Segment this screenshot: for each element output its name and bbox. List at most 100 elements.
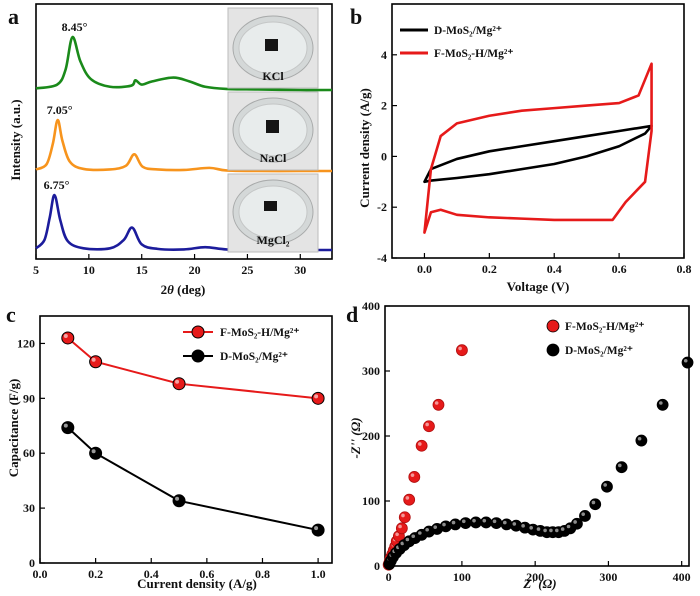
b-y-tick-label: 4 bbox=[381, 48, 387, 62]
a-ylabel: Intensity (a.u.) bbox=[8, 99, 23, 180]
a-xlabel: 2θ (deg) bbox=[161, 282, 206, 297]
d-point-0-11 bbox=[403, 493, 416, 506]
b-legend-label-1: F-MoS₂-H/Mg²⁺ bbox=[434, 48, 513, 60]
c-y-tick-label: 120 bbox=[17, 336, 35, 350]
c-legend-swatch-marker-0 bbox=[191, 325, 205, 339]
panel-label-b: b bbox=[350, 4, 362, 29]
d-ylabel: -Z'' (Ω) bbox=[348, 417, 363, 458]
d-point-1-29 bbox=[589, 498, 602, 511]
panel-label-d: d bbox=[346, 302, 358, 327]
b-x-tick-label: 0.2 bbox=[482, 262, 497, 276]
d-x-tick-label: 400 bbox=[673, 570, 691, 584]
b-x-tick-label: 0.4 bbox=[547, 262, 562, 276]
c-y-tick-label: 90 bbox=[23, 391, 35, 405]
d-point-0-14 bbox=[423, 420, 435, 433]
d-x-tick-label: 300 bbox=[599, 570, 617, 584]
d-point-0-12 bbox=[408, 471, 421, 483]
d-point-1-28 bbox=[579, 510, 591, 522]
d-point-0-16 bbox=[456, 344, 468, 357]
d-y-tick-label: 0 bbox=[374, 559, 380, 573]
panel-label-a: a bbox=[8, 4, 19, 29]
b-y-tick-label: 2 bbox=[381, 99, 387, 113]
d-y-tick-label: 400 bbox=[362, 299, 380, 313]
d-point-0-10 bbox=[398, 511, 411, 524]
plots: 5 10 15 20 25 308.45°7.05°6.75°0.0 0.2 0.4 0.6 0.… bbox=[17, 3, 694, 584]
b-xlabel: Voltage (V) bbox=[507, 279, 570, 294]
c-point-0-2 bbox=[172, 377, 186, 391]
photo-nacl: NaCl bbox=[227, 91, 319, 171]
d-y-tick-label: 300 bbox=[362, 364, 380, 378]
panel-label-c: c bbox=[6, 302, 16, 327]
a-peak-label-0: 8.45° bbox=[62, 20, 88, 34]
photo-kcl: KCl bbox=[227, 7, 319, 89]
c-legend-label-0: F-MoS₂-H/Mg²⁺ bbox=[220, 327, 299, 339]
b-y-tick-label: 0 bbox=[381, 149, 387, 163]
d-legend-label-1: D-MoS₂/Mg²⁺ bbox=[565, 345, 633, 357]
b-series-line-1 bbox=[423, 62, 653, 234]
a-series-line-0 bbox=[35, 35, 333, 92]
d-point-1-34 bbox=[681, 356, 694, 369]
c-point-1-2 bbox=[172, 494, 186, 508]
c-point-0-1 bbox=[89, 355, 103, 369]
d-point-1-33 bbox=[656, 398, 669, 411]
d-legend-label-0: F-MoS₂-H/Mg²⁺ bbox=[565, 321, 644, 333]
c-y-tick-label: 0 bbox=[29, 556, 35, 570]
d-point-0-9 bbox=[395, 522, 408, 535]
b-x-tick-label: 0.8 bbox=[677, 262, 692, 276]
c-x-tick-label: 1.0 bbox=[311, 567, 326, 581]
d-point-1-32 bbox=[635, 434, 648, 447]
d-xlabel: Z' (Ω) bbox=[522, 576, 556, 591]
b-plot-frame bbox=[391, 3, 685, 259]
a-x-tick-label: 15 bbox=[136, 263, 148, 277]
a-peak-label-2: 6.75° bbox=[44, 178, 70, 192]
photo-label-kcl: KCl bbox=[262, 69, 284, 83]
d-point-1-13 bbox=[459, 517, 472, 529]
c-point-1-3 bbox=[311, 523, 325, 537]
d-x-tick-label: 0 bbox=[386, 570, 392, 584]
a-plot-frame bbox=[35, 3, 333, 260]
c-ylabel: Capacitance (F/g) bbox=[6, 379, 21, 478]
c-legend-label-1: D-MoS₂/Mg²⁺ bbox=[220, 351, 288, 363]
d-point-0-13 bbox=[415, 439, 428, 452]
c-plot-frame bbox=[39, 315, 333, 564]
photo-mgcl2: MgCl₂ bbox=[227, 173, 319, 253]
b-y-tick-label: -4 bbox=[377, 251, 387, 265]
b-series-line-0 bbox=[423, 124, 653, 184]
c-series-line-0 bbox=[67, 337, 319, 400]
b-y-tick-label: -2 bbox=[377, 200, 387, 214]
c-point-0-0 bbox=[61, 331, 75, 345]
c-x-tick-label: 0.2 bbox=[88, 567, 103, 581]
c-y-tick-label: 60 bbox=[23, 446, 35, 460]
a-series-line-1 bbox=[35, 118, 332, 173]
d-point-0-15 bbox=[432, 398, 445, 411]
c-x-tick-label: 0.0 bbox=[33, 567, 48, 581]
c-point-1-1 bbox=[89, 446, 103, 460]
a-x-tick-label: 25 bbox=[241, 263, 253, 277]
d-point-1-31 bbox=[615, 461, 628, 474]
c-legend-swatch-marker-1 bbox=[191, 349, 205, 363]
b-ylabel: Current density (A/g) bbox=[357, 88, 372, 208]
d-legend-swatch-0 bbox=[546, 319, 560, 333]
d-point-1-27 bbox=[571, 517, 583, 530]
a-x-tick-label: 30 bbox=[294, 263, 306, 277]
d-point-1-11 bbox=[439, 520, 452, 533]
c-x-tick-label: 0.6 bbox=[199, 567, 214, 581]
c-point-0-3 bbox=[311, 391, 325, 405]
d-point-1-16 bbox=[490, 517, 503, 529]
d-y-tick-label: 200 bbox=[362, 429, 380, 443]
d-point-1-12 bbox=[449, 518, 462, 531]
photo-label-mgcl2: MgCl₂ bbox=[257, 233, 290, 247]
c-series-line-1 bbox=[67, 426, 319, 532]
b-legend-label-0: D-MoS₂/Mg²⁺ bbox=[434, 25, 502, 37]
a-x-tick-label: 5 bbox=[33, 263, 39, 277]
photo-label-nacl: NaCl bbox=[260, 151, 287, 165]
d-y-tick-label: 100 bbox=[362, 494, 380, 508]
c-xlabel: Current density (A/g) bbox=[137, 576, 257, 591]
d-legend-swatch-1 bbox=[546, 343, 560, 357]
a-x-tick-label: 10 bbox=[83, 263, 95, 277]
c-y-tick-label: 30 bbox=[23, 501, 35, 515]
d-x-tick-label: 100 bbox=[453, 570, 471, 584]
b-x-tick-label: 0.6 bbox=[612, 262, 627, 276]
d-point-1-30 bbox=[601, 480, 613, 493]
